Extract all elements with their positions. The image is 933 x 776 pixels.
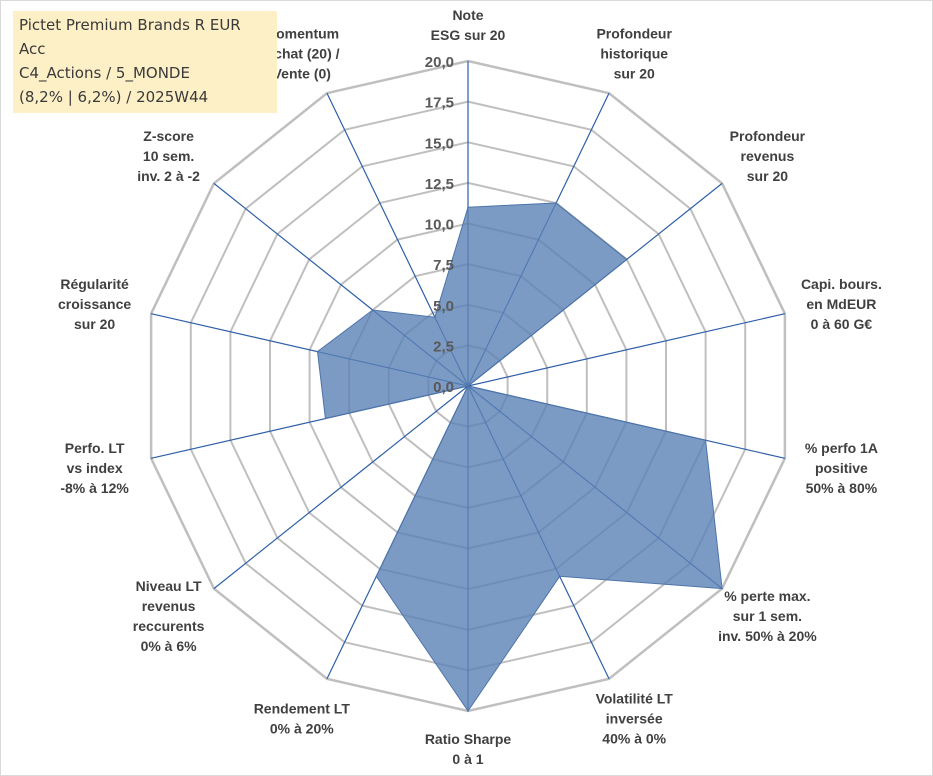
axis-label-11-line-1: croissance (58, 296, 131, 312)
axis-label-6-line-2: 40% à 0% (602, 731, 666, 747)
data-point-5 (721, 587, 723, 590)
axis-label-12: Z-score 10 sem. inv. 2 à -2 (137, 128, 200, 184)
data-point-10 (324, 417, 327, 420)
data-point-1 (555, 202, 557, 204)
data-point-9 (467, 385, 469, 387)
axis-label-0: Note ESG sur 20 (431, 7, 506, 43)
tick-label-5: 12,5 (425, 176, 454, 193)
axis-label-2-line-1: revenus (741, 148, 795, 164)
axis-label-6-line-1: inversée (606, 711, 663, 727)
axis-label-4-line-0: % perfo 1A (805, 440, 878, 456)
data-point-12 (371, 309, 374, 311)
axis-label-1: Profondeur historique sur 20 (596, 26, 672, 82)
axis-label-2-line-2: sur 20 (747, 168, 788, 184)
axis-label-13-line-2: Vente (0) (273, 66, 331, 82)
axis-label-7-line-0: Ratio Sharpe (425, 731, 512, 747)
axis-label-11-line-0: Régularité (60, 276, 129, 292)
axis-label-12-line-1: 10 sem. (143, 148, 194, 164)
axis-label-9: Niveau LT revenus reccurents 0% à 6% (133, 578, 205, 654)
fund-stats: (8,2% | 6,2%) / 2025W44 (19, 88, 209, 106)
axis-label-1-line-1: historique (600, 46, 668, 62)
tick-label-8: 20,0 (425, 54, 454, 71)
axis-label-4: % perfo 1A positive 50% à 80% (805, 440, 878, 496)
axis-label-3: Capi. bours. en MdEUR 0 à 60 G€ (801, 276, 882, 332)
axis-label-3-line-0: Capi. bours. (801, 276, 882, 292)
axis-label-5-line-1: sur 1 sem. (733, 608, 802, 624)
tick-label-3: 7,5 (433, 257, 454, 274)
axis-label-0-line-1: ESG sur 20 (431, 27, 506, 43)
axis-label-13-line-0: Momentum (264, 26, 339, 42)
data-point-6 (558, 575, 561, 578)
axis-label-10-line-0: Perfo. LT (65, 440, 125, 456)
data-point-0 (467, 206, 469, 208)
axis-label-5: % perte max. sur 1 sem. inv. 50% à 20% (718, 588, 817, 644)
tick-label-1: 2,5 (433, 338, 454, 355)
axis-label-0-line-0: Note (452, 7, 483, 23)
data-point-8 (375, 575, 378, 578)
axis-label-13: Momentum Achat (20) / Vente (0) (264, 26, 340, 82)
tick-label-6: 15,0 (425, 135, 454, 152)
data-point-11 (316, 350, 319, 353)
axis-label-3-line-2: 0 à 60 G€ (811, 316, 873, 332)
axis-label-9-line-3: 0% à 6% (141, 638, 198, 654)
fund-title-box: Pictet Premium Brands R EUR Acc C4_Actio… (13, 11, 277, 113)
radar-axis-labels: Note ESG sur 20 Profondeur historique sur 20… (58, 7, 882, 767)
radar-series (316, 202, 723, 712)
axis-label-9-line-2: reccurents (133, 618, 205, 634)
axis-label-10-line-2: -8% à 12% (60, 480, 129, 496)
axis-label-11-line-2: sur 20 (74, 316, 115, 332)
axis-label-5-line-0: % perte max. (724, 588, 810, 604)
data-point-2 (626, 258, 628, 261)
tick-label-7: 17,5 (425, 95, 454, 112)
fund-name: Pictet Premium Brands R EUR Acc (19, 16, 241, 58)
radar-tick-labels: 0,0 2,5 5,0 7,5 10,0 12,5 15,0 17,5 20,0 (425, 54, 454, 396)
axis-label-1-line-0: Profondeur (596, 26, 672, 42)
axis-label-9-line-1: revenus (142, 598, 196, 614)
axis-label-8-line-0: Rendement LT (254, 701, 351, 717)
axis-label-8: Rendement LT 0% à 20% (254, 701, 351, 737)
axis-label-4-line-2: 50% à 80% (806, 480, 878, 496)
spoke-3 (467, 313, 786, 387)
axis-label-6: Volatilité LT inversée 40% à 0% (596, 691, 674, 747)
axis-label-2: Profondeur revenus sur 20 (730, 128, 806, 184)
axis-label-10: Perfo. LT vs index -8% à 12% (60, 440, 129, 496)
axis-label-7: Ratio Sharpe 0 à 1 (425, 731, 512, 767)
axis-label-4-line-1: positive (815, 460, 868, 476)
spoke-9 (213, 385, 469, 590)
axis-label-9-line-0: Niveau LT (136, 578, 202, 594)
tick-label-2: 5,0 (433, 298, 454, 315)
axis-label-7-line-1: 0 à 1 (452, 751, 483, 767)
axis-label-12-line-2: inv. 2 à -2 (137, 168, 200, 184)
tick-label-0: 0,0 (433, 379, 454, 396)
fund-category: C4_Actions / 5_MONDE (19, 64, 190, 82)
axis-label-2-line-0: Profondeur (730, 128, 806, 144)
data-point-4 (704, 439, 707, 442)
axis-label-5-line-2: inv. 50% à 20% (718, 628, 817, 644)
axis-label-12-line-0: Z-score (143, 128, 194, 144)
axis-label-3-line-1: en MdEUR (806, 296, 876, 312)
axis-label-11: Régularité croissance sur 20 (58, 276, 131, 332)
axis-label-1-line-2: sur 20 (614, 66, 655, 82)
data-point-7 (467, 710, 469, 712)
axis-label-6-line-0: Volatilité LT (596, 691, 674, 707)
axis-label-10-line-1: vs index (67, 460, 123, 476)
tick-label-4: 10,0 (425, 217, 454, 234)
axis-label-8-line-1: 0% à 20% (270, 721, 334, 737)
axis-label-13-line-1: Achat (20) / (264, 46, 340, 62)
data-point-13 (434, 316, 436, 319)
